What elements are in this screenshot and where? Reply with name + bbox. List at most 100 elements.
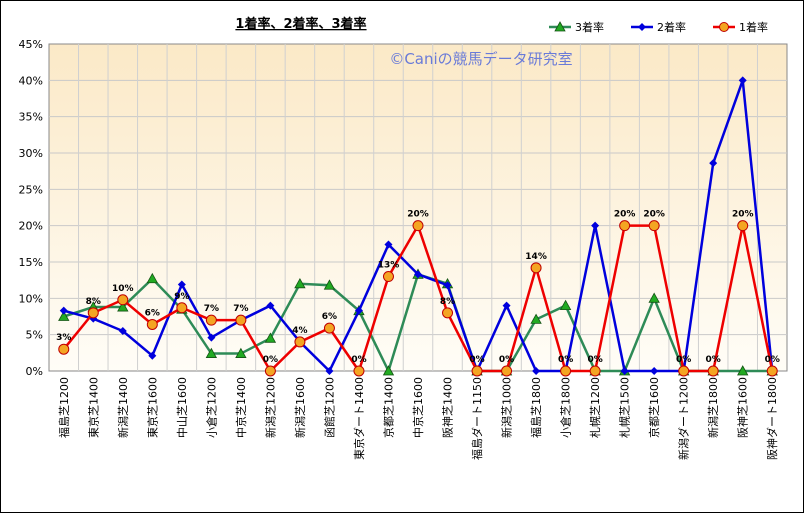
data-point: [414, 270, 422, 279]
data-label: 10%: [112, 284, 134, 294]
data-point: [353, 365, 365, 377]
y-tick-label: 35%: [19, 111, 43, 124]
x-tick-label: 中京芝1600: [411, 377, 425, 438]
data-label: 6%: [145, 308, 160, 318]
data-point: [117, 294, 129, 306]
data-point: [471, 365, 483, 377]
x-axis: 福島芝1200 東京芝1400 新潟芝1400 東京芝1600 中山芝1600 小倉芝12…: [57, 377, 779, 460]
legend-label: 3着率: [575, 20, 604, 34]
y-tick-label: 45%: [19, 38, 43, 51]
data-label: 0%: [765, 355, 780, 365]
x-tick-label: 新潟芝1400: [116, 377, 130, 438]
legend-label: 2着率: [657, 20, 686, 34]
x-tick-label: 中山芝1600: [176, 377, 189, 438]
data-point: [148, 351, 157, 360]
data-point: [648, 220, 660, 232]
data-label: 20%: [614, 210, 636, 220]
x-tick-label: 新潟芝1600: [293, 377, 307, 438]
data-point: [205, 347, 218, 358]
data-label: 20%: [407, 210, 429, 220]
data-point: [648, 292, 660, 303]
data-point: [118, 327, 127, 336]
data-point: [235, 347, 247, 358]
data-point: [176, 302, 188, 314]
data-point: [294, 336, 306, 348]
data-point: [146, 272, 158, 284]
x-tick-label: 阪神芝1600: [736, 377, 750, 438]
data-point: [737, 220, 749, 232]
data-label: 13%: [378, 261, 400, 271]
data-label: 0%: [558, 355, 573, 365]
data-point: [619, 220, 631, 232]
data-point: [117, 301, 129, 312]
x-tick-label: 阪神芝1400: [441, 377, 455, 438]
data-point: [737, 365, 749, 376]
data-label: 9%: [174, 292, 189, 302]
data-point: [678, 365, 690, 377]
data-point: [707, 365, 719, 377]
x-tick-label: 中京芝1400: [234, 377, 248, 438]
x-tick-label: 京都芝1600: [647, 377, 661, 438]
data-point: [323, 322, 335, 334]
legend-label: 1着率: [739, 20, 768, 34]
y-tick-label: 10%: [19, 292, 43, 305]
x-tick-label: 福島ダート1150: [470, 377, 484, 460]
data-label: 14%: [525, 252, 547, 262]
data-point: [205, 314, 217, 326]
data-point: [589, 365, 601, 377]
data-label: 3%: [56, 333, 71, 343]
x-tick-label: 東京ダート1400: [352, 377, 366, 460]
y-tick-label: 40%: [19, 74, 43, 87]
gridlines: [49, 44, 787, 371]
data-label: 20%: [643, 210, 665, 220]
y-tick-label: 5%: [26, 329, 43, 342]
legend-marker: [554, 21, 566, 32]
data-point: [650, 367, 659, 375]
data-point: [530, 313, 542, 324]
x-tick-label: 東京芝1600: [145, 377, 159, 438]
data-label: 20%: [732, 210, 754, 220]
data-label: 4%: [292, 326, 307, 336]
x-tick-label: 新潟芝1000: [500, 377, 514, 438]
x-tick-label: 新潟芝1800: [706, 377, 720, 438]
data-label: 0%: [469, 355, 484, 365]
legend-marker: [638, 23, 646, 31]
series-group: [58, 76, 778, 377]
x-tick-label: 函館芝1200: [322, 377, 336, 438]
data-point: [502, 301, 511, 310]
x-tick-label: 小倉芝1200: [204, 377, 218, 438]
data-label: 0%: [499, 355, 514, 365]
data-point: [443, 281, 452, 290]
data-point: [530, 262, 542, 274]
data-label: 7%: [204, 304, 219, 314]
data-point: [709, 159, 718, 168]
y-tick-label: 15%: [19, 256, 43, 269]
data-point: [620, 367, 629, 375]
data-point: [59, 306, 68, 315]
data-point: [235, 314, 247, 326]
data-label: 7%: [233, 304, 248, 314]
data-point: [560, 365, 572, 377]
data-point: [264, 332, 277, 343]
data-label: 0%: [351, 355, 366, 365]
legend-marker: [719, 22, 729, 32]
data-point: [325, 367, 334, 375]
data-point: [501, 365, 513, 377]
data-point: [266, 301, 275, 310]
data-label: 8%: [86, 297, 101, 307]
data-labels: 3% 8% 10% 6% 9% 7% 7% 0% 4% 6% 0% 13% 20% 8% 0% 0% 14% 0%…: [56, 210, 780, 365]
x-tick-label: 新潟芝1200: [263, 377, 277, 438]
data-point: [294, 277, 306, 289]
data-point: [58, 310, 70, 321]
data-point: [738, 76, 747, 85]
data-point: [87, 307, 99, 319]
chart-title: 1着率、2着率、3着率: [235, 16, 366, 32]
data-label: 8%: [440, 297, 455, 307]
x-tick-label: 阪神ダート1800: [765, 377, 779, 460]
data-point: [559, 299, 572, 311]
legend: 3着率 2着率 1着率: [549, 20, 768, 34]
y-tick-label: 30%: [19, 147, 43, 160]
y-tick-label: 25%: [19, 183, 43, 196]
data-point: [323, 279, 336, 290]
